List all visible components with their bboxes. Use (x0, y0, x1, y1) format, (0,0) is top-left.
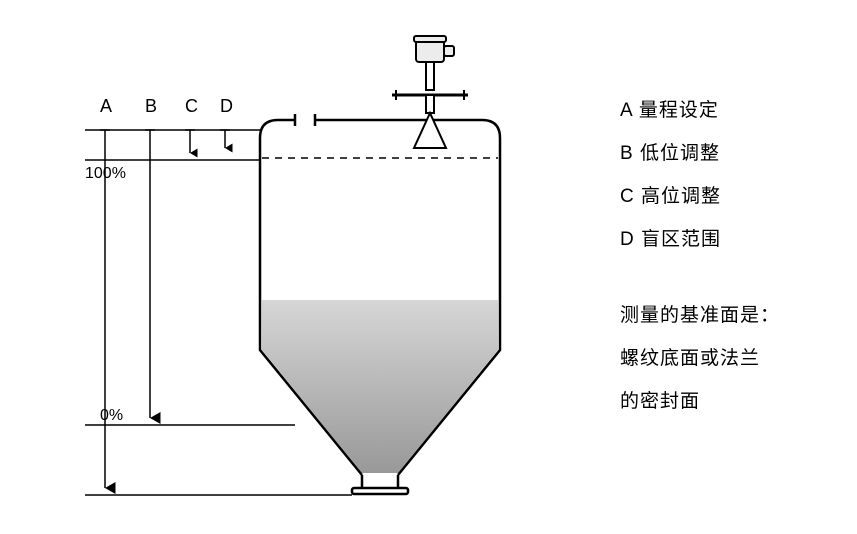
legend-B: B 低位调整 (620, 138, 840, 165)
diagram-area: A B C D 100% 0% (0, 0, 560, 534)
tank-outlet (352, 475, 408, 494)
label-100pct: 100% (85, 165, 126, 182)
dim-A (100, 130, 110, 488)
label-D: D (220, 96, 233, 116)
note-line-3: 的密封面 (620, 386, 840, 413)
legend-D: D 盲区范围 (620, 224, 840, 251)
label-C: C (185, 96, 198, 116)
liquid-fill (260, 300, 500, 500)
label-B: B (145, 96, 157, 116)
legend: A 量程设定 B 低位调整 C 高位调整 D 盲区范围 (620, 95, 840, 267)
note-line-1: 测量的基准面是： (620, 300, 840, 327)
note-line-2: 螺纹底面或法兰 (620, 343, 840, 370)
label-A: A (100, 96, 112, 116)
tank-diagram-svg: A B C D 100% 0% (0, 0, 560, 534)
legend-A: A 量程设定 (620, 95, 840, 122)
label-0pct: 0% (100, 407, 123, 424)
dim-B (145, 130, 155, 418)
legend-C: C 高位调整 (620, 181, 840, 208)
note: 测量的基准面是： 螺纹底面或法兰 的密封面 (620, 300, 840, 429)
radar-sensor (392, 36, 468, 148)
dim-C (185, 130, 195, 153)
dim-D (220, 130, 230, 148)
